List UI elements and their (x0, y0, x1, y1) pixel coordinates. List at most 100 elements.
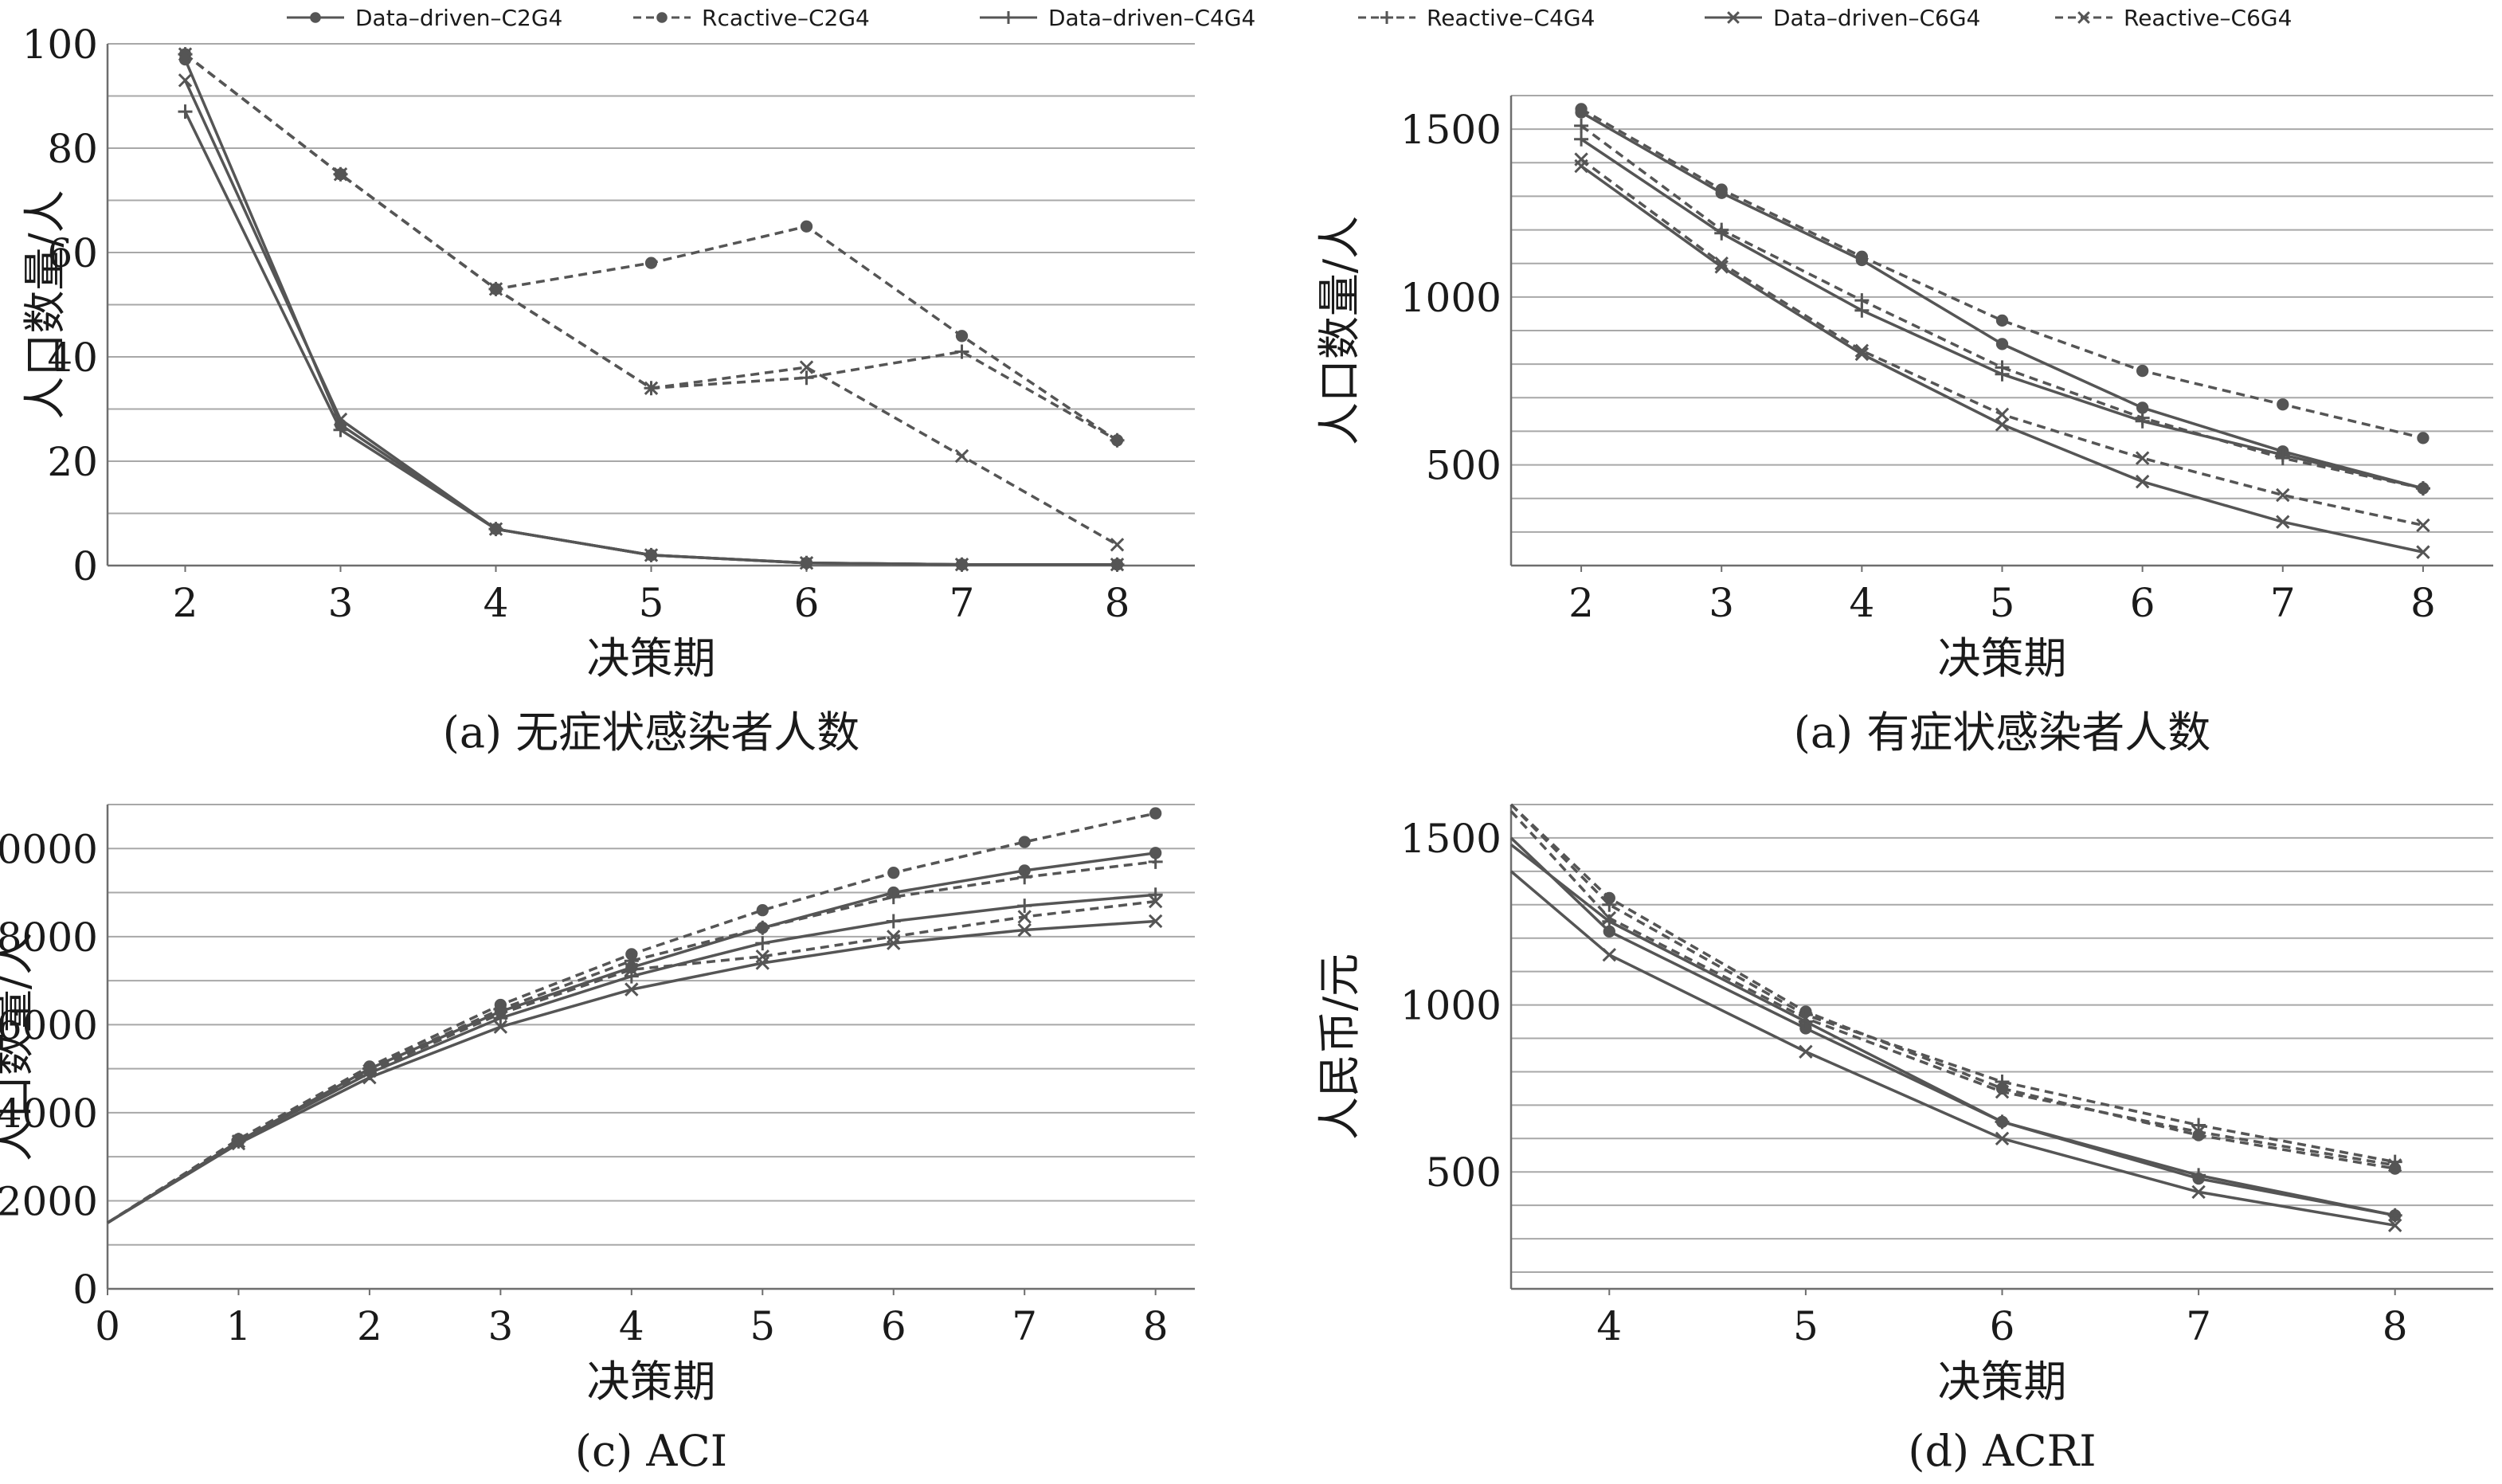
data-point (1995, 338, 2009, 350)
y-tick-label: 1000 (1400, 275, 1502, 321)
series (1509, 836, 2402, 1222)
series (178, 104, 1125, 572)
data-point (1148, 914, 1163, 929)
x-tick-label: 1 (226, 1303, 252, 1349)
legend-marker (310, 12, 321, 23)
y-tick-label: 100 (22, 22, 98, 68)
data-point (755, 920, 770, 935)
data-point (2416, 518, 2430, 533)
series-line (1509, 870, 2395, 1228)
data-point (625, 962, 639, 977)
y-tick-label: 1500 (1400, 107, 1502, 153)
legend-marker (1727, 11, 1740, 24)
y-tick-label: 60 (47, 230, 98, 276)
series-line (183, 111, 1118, 566)
series (1509, 843, 2402, 1223)
data-point (1017, 899, 1032, 914)
data-point (2416, 545, 2430, 559)
data-point (1854, 347, 1870, 362)
series (178, 53, 1124, 571)
legend-marker (2077, 11, 2090, 24)
data-point (1110, 557, 1125, 572)
y-tick-label: 500 (1426, 443, 1502, 489)
series (107, 847, 1162, 1224)
series-line (107, 893, 1156, 1224)
series (178, 47, 1125, 552)
data-point (231, 1134, 246, 1149)
data-point (2191, 1168, 2206, 1183)
x-tick-label: 7 (2186, 1303, 2211, 1349)
series-line (1580, 108, 2424, 440)
grid (1511, 804, 2493, 1274)
y-tick-label: 80 (47, 126, 98, 172)
data-point (887, 867, 900, 879)
series-line (1580, 138, 2424, 490)
data-point (886, 890, 901, 905)
series-line (107, 860, 1156, 1224)
data-point (1148, 887, 1163, 903)
y-tick-label: 2000 (0, 1178, 98, 1224)
y-axis-label: 人民币/元 (1314, 953, 1365, 1140)
data-point (644, 548, 659, 562)
data-point (756, 904, 769, 917)
data-point (178, 104, 193, 119)
panel-caption: (a) 有症状感染者人数 (1794, 707, 2211, 758)
data-point (178, 47, 193, 61)
y-tick-label: 4000 (0, 1090, 98, 1137)
series (1574, 118, 2430, 496)
x-tick-label: 4 (1596, 1303, 1622, 1349)
y-tick-label: 1000 (1400, 983, 1502, 1029)
data-point (1995, 417, 2010, 432)
data-point (1017, 922, 1032, 938)
data-point (2387, 1208, 2402, 1223)
y-tick-label: 1500 (1400, 816, 1502, 862)
data-point (799, 556, 814, 570)
data-point (954, 448, 969, 464)
data-point (2415, 481, 2430, 496)
x-tick-label: 7 (1012, 1303, 1037, 1349)
series-line (184, 53, 1118, 546)
x-tick-label: 4 (1849, 580, 1874, 626)
x-tick-label: 2 (357, 1303, 382, 1349)
data-point (955, 330, 969, 343)
y-tick-label: 0 (72, 1267, 98, 1313)
data-point (954, 344, 969, 359)
x-tick-label: 6 (881, 1303, 906, 1349)
y-tick-label: 0 (72, 543, 98, 589)
x-axis-label: 决策期 (587, 1357, 716, 1407)
y-tick-label: 500 (1426, 1149, 1502, 1196)
legend-item: Reactive–C6G4 (2055, 5, 2292, 31)
series (107, 854, 1163, 1224)
legend-label: Data–driven–C2G4 (355, 5, 562, 31)
data-point (2387, 1218, 2402, 1233)
data-point (2135, 410, 2150, 425)
series (107, 887, 1163, 1224)
data-point (488, 282, 503, 296)
chart-panel-acri: 500 1000 1500 4 5 6 7 8 决策期 人民币/元 (d) ACRI (1314, 803, 2493, 1476)
y-tick-label: 40 (47, 335, 98, 381)
legend: Data–driven–C2G4 Rcactive–C2G4 Data–driven… (287, 5, 2292, 31)
data-point (1148, 854, 1163, 869)
legend-item: Reactive–C4G4 (1358, 5, 1595, 31)
data-point (362, 1063, 377, 1079)
data-point (2191, 1184, 2206, 1200)
x-tick-label: 8 (1105, 580, 1130, 626)
data-point (493, 1006, 508, 1021)
series-line (1509, 810, 2395, 1167)
legend-label: Rcactive–C2G4 (702, 5, 870, 31)
x-tick-label: 8 (1143, 1303, 1169, 1349)
x-tick-label: 5 (1990, 580, 2015, 626)
x-tick-label: 3 (487, 1303, 513, 1349)
y-tick-label: 20 (47, 439, 98, 485)
chart-panel-asymptomatic: 0 20 40 60 80 100 2 3 4 5 6 7 8 决策期 人口数量/人 (a) 无症状感染者人数 (20, 22, 1195, 758)
grid (1511, 95, 2493, 566)
data-point (1574, 152, 1588, 166)
data-point (1148, 894, 1163, 909)
data-point (1995, 1114, 2010, 1130)
data-point (2136, 364, 2149, 378)
data-point (886, 914, 901, 929)
series (178, 73, 1125, 572)
y-tick-label: 10000 (0, 826, 98, 872)
data-point (1854, 343, 1870, 358)
